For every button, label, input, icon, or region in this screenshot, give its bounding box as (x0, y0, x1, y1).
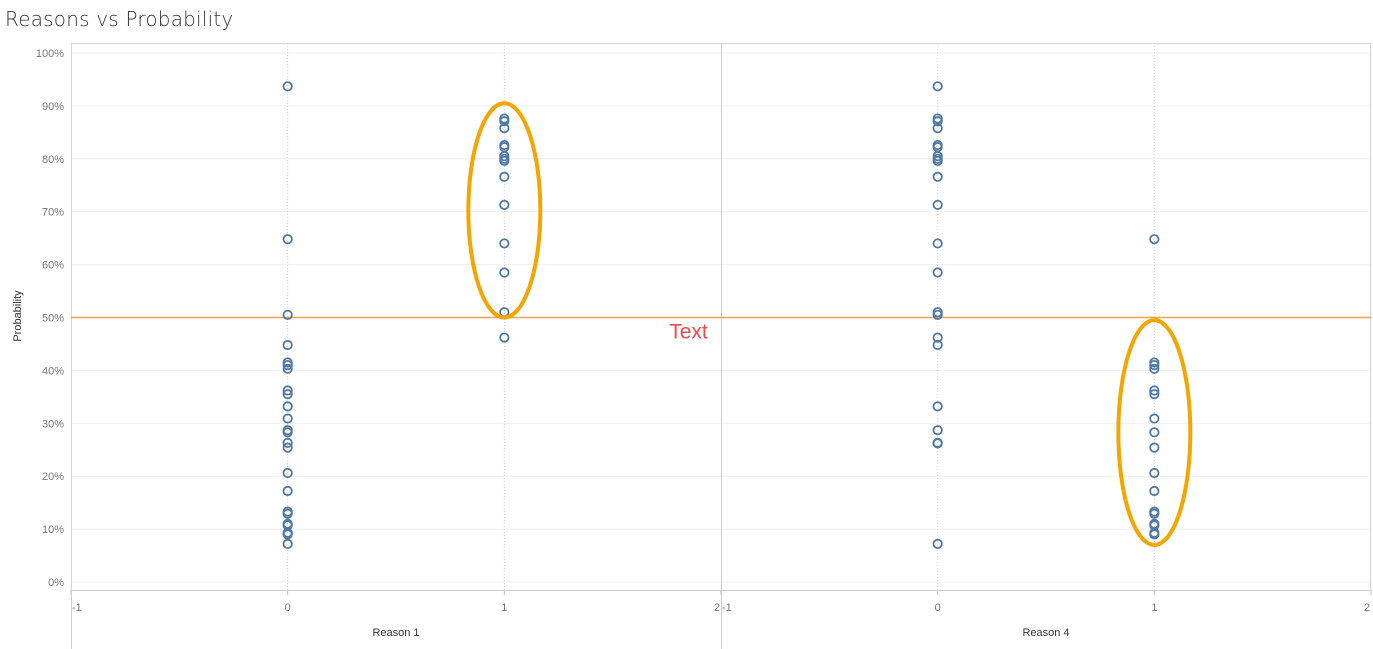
data-point[interactable] (282, 309, 293, 320)
data-point[interactable] (932, 142, 943, 153)
data-point[interactable] (282, 485, 293, 497)
data-point[interactable] (932, 309, 943, 320)
data-point[interactable] (932, 332, 943, 343)
x-tick-label: 0 (285, 602, 291, 614)
data-point[interactable] (282, 363, 293, 374)
data-point[interactable] (282, 339, 293, 351)
y-axis-title: Probability (12, 290, 24, 342)
data-point[interactable] (282, 385, 293, 396)
highlight-ellipse (1116, 318, 1193, 547)
data-point[interactable] (932, 425, 943, 436)
data-point[interactable] (282, 389, 293, 400)
data-point[interactable] (499, 267, 510, 278)
x-axis-title: Reason 1 (372, 627, 419, 639)
data-point[interactable] (499, 238, 510, 249)
y-tick-label: 40% (42, 365, 64, 377)
data-point[interactable] (932, 538, 943, 550)
data-point[interactable] (282, 529, 293, 540)
y-tick-label: 30% (42, 418, 64, 430)
y-tick-label: 80% (42, 154, 64, 166)
data-point[interactable] (1149, 467, 1160, 479)
data-point[interactable] (499, 332, 510, 343)
y-tick-label: 0% (48, 577, 64, 589)
data-point[interactable] (932, 155, 943, 167)
data-point[interactable] (1149, 508, 1160, 519)
data-point[interactable] (932, 238, 943, 249)
data-point[interactable] (932, 267, 943, 278)
data-point[interactable] (282, 467, 293, 479)
y-tick-label: 10% (42, 524, 64, 536)
data-point[interactable] (1149, 389, 1160, 400)
data-point[interactable] (282, 360, 293, 371)
data-point[interactable] (1149, 234, 1160, 245)
data-point[interactable] (282, 234, 293, 245)
y-tick-label: 100% (36, 48, 64, 60)
data-point[interactable] (282, 442, 293, 453)
data-point[interactable] (499, 171, 510, 182)
data-point[interactable] (282, 437, 293, 448)
x-tick-label: 1 (501, 602, 507, 614)
data-point[interactable] (499, 199, 510, 210)
data-point[interactable] (282, 401, 293, 412)
x-tick-label: -1 (722, 602, 732, 614)
y-tick-label: 90% (42, 101, 64, 113)
data-point[interactable] (932, 81, 943, 92)
highlight-ellipse (466, 101, 543, 320)
x-tick-label: 1 (1151, 602, 1157, 614)
data-point[interactable] (499, 155, 510, 167)
data-point[interactable] (1149, 385, 1160, 396)
data-point[interactable] (282, 413, 293, 424)
data-point[interactable] (932, 171, 943, 182)
data-point[interactable] (932, 123, 943, 134)
data-point[interactable] (282, 508, 293, 519)
annotation-text: Text (669, 321, 708, 344)
x-tick-label: 0 (935, 602, 941, 614)
x-axis-title: Reason 4 (1022, 627, 1069, 639)
data-point[interactable] (282, 81, 293, 92)
data-point[interactable] (932, 401, 943, 412)
data-point[interactable] (1149, 485, 1160, 497)
data-point[interactable] (932, 116, 943, 127)
data-point[interactable] (499, 123, 510, 134)
data-point[interactable] (282, 538, 293, 550)
data-point[interactable] (932, 438, 943, 449)
data-point[interactable] (282, 427, 293, 438)
x-tick-label: -1 (72, 602, 82, 614)
data-point[interactable] (1149, 427, 1160, 438)
y-tick-label: 70% (42, 207, 64, 219)
data-point[interactable] (499, 116, 510, 127)
data-point[interactable] (1149, 413, 1160, 424)
chart-title: Reasons vs Probability (5, 7, 234, 31)
data-point[interactable] (1149, 360, 1160, 371)
data-point[interactable] (1149, 529, 1160, 540)
x-tick-label: 2 (714, 602, 720, 614)
data-point[interactable] (932, 339, 943, 351)
data-point[interactable] (1149, 442, 1160, 453)
data-point[interactable] (932, 199, 943, 210)
y-tick-label: 20% (42, 471, 64, 483)
data-point[interactable] (1149, 363, 1160, 374)
y-tick-label: 50% (42, 313, 64, 325)
y-tick-label: 60% (42, 260, 64, 272)
data-point[interactable] (499, 142, 510, 153)
x-tick-label: 2 (1364, 602, 1370, 614)
